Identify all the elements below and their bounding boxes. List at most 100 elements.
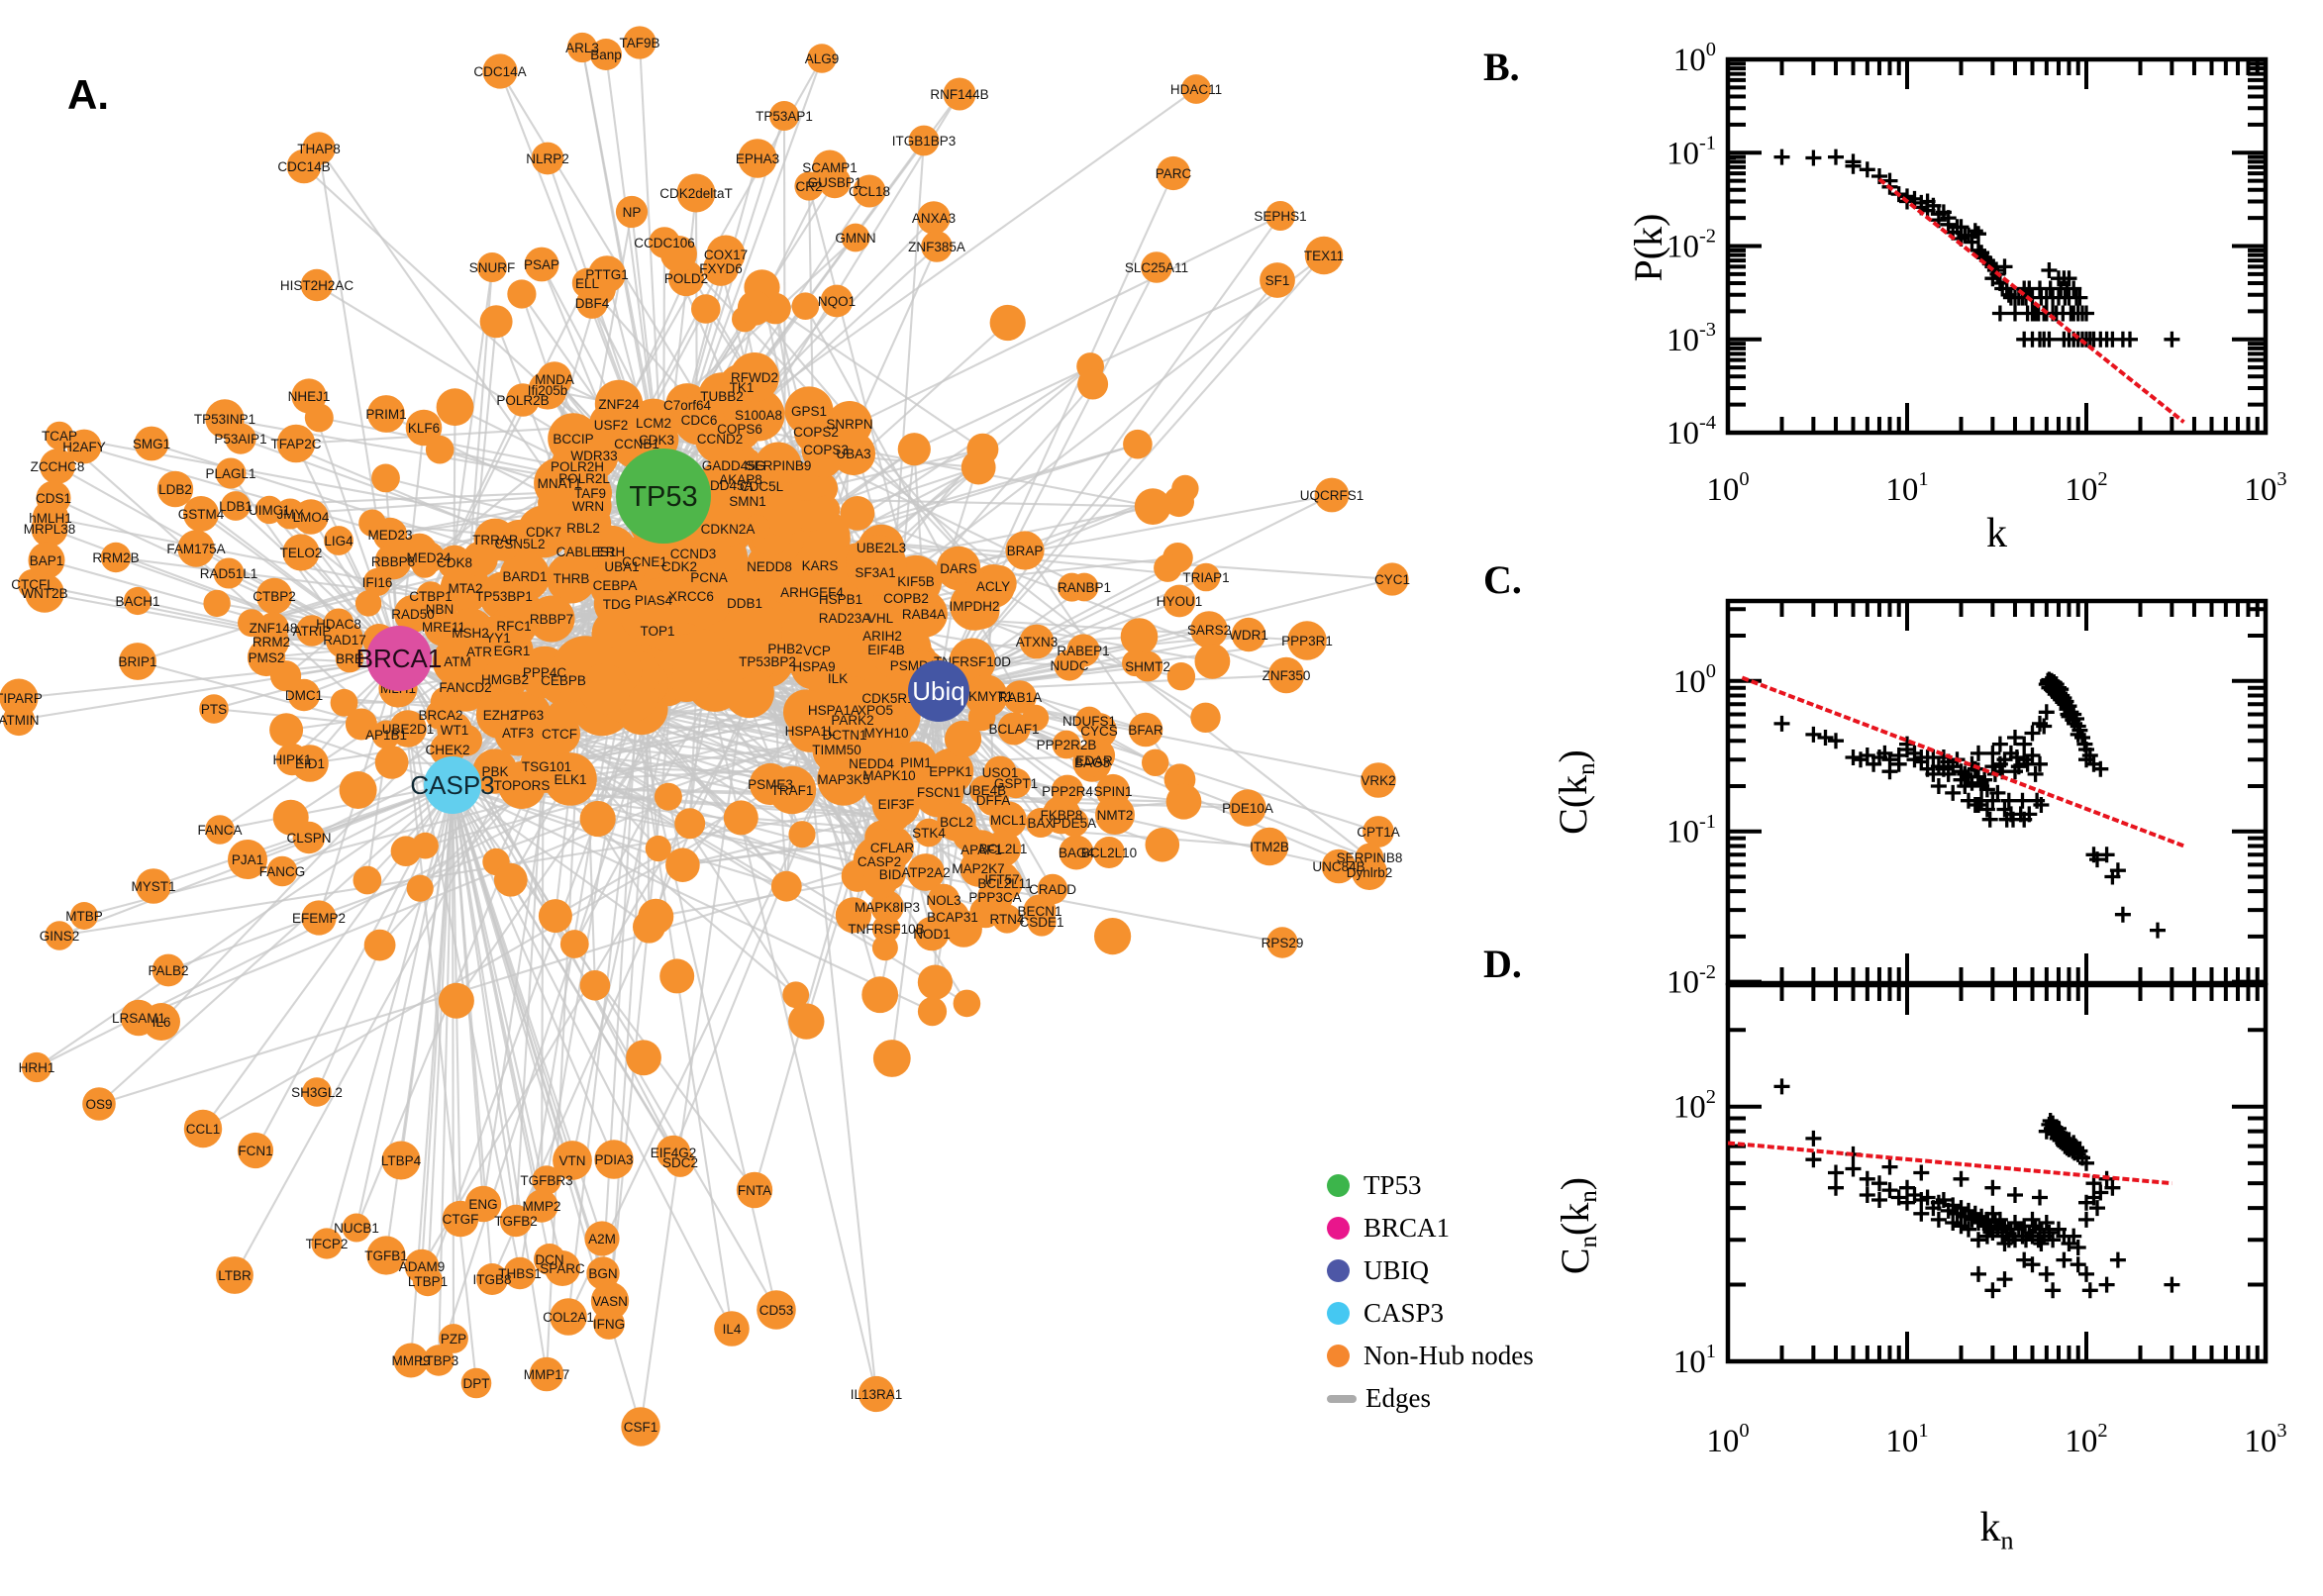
network-edge: [389, 502, 556, 537]
network-node-label: MYST1: [131, 879, 175, 894]
network-node: [755, 442, 802, 489]
network-node: [1081, 713, 1117, 748]
network-node: [1166, 662, 1196, 691]
node-color-swatch-icon: [1327, 1259, 1350, 1282]
network-node-label: BCAP31: [927, 910, 978, 925]
network-node-label: PKMYT1: [960, 689, 1013, 704]
network-node: [506, 383, 540, 417]
network-node-label: YY1: [485, 631, 511, 646]
network-node-label: HIPK1: [272, 752, 311, 767]
network-node-label: NUDC: [1051, 658, 1089, 673]
network-node: [714, 1311, 750, 1347]
network-node: [827, 676, 881, 731]
network-node: [736, 1171, 773, 1209]
y-tick-label: 102: [1673, 1086, 1716, 1126]
network-node: [1022, 704, 1050, 732]
network-node: [722, 600, 783, 660]
network-node: [558, 501, 592, 535]
network-node-label: MYH10: [863, 726, 908, 741]
network-node: [945, 910, 982, 948]
network-node: [877, 798, 911, 832]
network-node: [1287, 621, 1327, 660]
network-node-label: FSCN1: [917, 785, 960, 800]
network-node-label: S100A8: [735, 408, 782, 423]
network-node: [840, 496, 875, 531]
network-node-label: DBF4: [575, 296, 610, 311]
network-node-label: NUCB1: [334, 1221, 379, 1236]
network-node: [594, 1140, 634, 1179]
network-node-label: PBK: [481, 764, 508, 779]
network-node-label: HSPA9: [792, 659, 835, 674]
network-node: [710, 438, 743, 470]
hub-node-tp53: [616, 449, 711, 544]
network-node-label: RAB1A: [998, 690, 1042, 705]
network-node-label: TRAF1: [771, 783, 814, 798]
network-node: [436, 388, 474, 427]
y-tick-label: 100: [1673, 39, 1716, 78]
network-edge: [18, 656, 400, 700]
network-node-label: UBE4B: [962, 783, 1006, 798]
network-node-label: KLF6: [408, 421, 440, 436]
network-node-label: BCL2L10: [1081, 846, 1137, 860]
network-node-label: RAB4A: [902, 607, 946, 622]
network-node: [439, 1324, 468, 1353]
network-node: [156, 470, 194, 508]
network-node: [215, 457, 247, 489]
network-node: [917, 964, 954, 1000]
network-node-label: STK4: [912, 826, 946, 841]
network-node-label: CDK5R1: [861, 691, 914, 706]
network-node-label: RRM2: [252, 635, 290, 649]
network-node-label: LMO4: [293, 510, 330, 525]
network-node-label: GUSBP1: [808, 175, 862, 190]
network-node: [446, 657, 476, 688]
network-node-label: COPB2: [883, 591, 929, 606]
network-node-label: UNC84B: [1312, 859, 1364, 874]
network-edge: [451, 784, 455, 1340]
network-node-label: IFT57: [984, 872, 1019, 887]
x-tick-label: 102: [2065, 1420, 2107, 1459]
network-node-label: CCND3: [670, 547, 717, 561]
network-node-label: MNDA: [535, 372, 574, 387]
network-node-label: HMGB2: [481, 672, 529, 687]
network-node-label: TGFB2: [494, 1214, 538, 1229]
network-node-label: COPS6: [717, 422, 762, 437]
network-node-label: NOD1: [913, 927, 951, 942]
network-node: [621, 1407, 660, 1446]
network-node-label: WRN: [572, 499, 604, 514]
network-node-label: PPP4C: [523, 665, 567, 680]
network-node: [1267, 656, 1305, 694]
network-node: [276, 424, 316, 463]
network-node: [1154, 553, 1182, 582]
network-node: [907, 853, 945, 891]
network-node: [123, 586, 152, 616]
legend-label: Non-Hub nodes: [1364, 1341, 1534, 1370]
network-node: [862, 863, 898, 900]
network-node: [846, 535, 907, 596]
network-node: [143, 1003, 180, 1041]
hub-node-label: TP53: [629, 481, 697, 513]
network-node: [650, 575, 701, 627]
network-node-label: LIG4: [324, 534, 354, 549]
network-node-label: LTBP1: [408, 1274, 448, 1289]
network-node: [590, 39, 622, 70]
data-points: [1728, 149, 2180, 348]
network-node: [581, 271, 617, 306]
network-node: [45, 421, 74, 450]
network-node-label: SARS2: [1187, 623, 1231, 638]
network-node-label: MTA2: [448, 581, 482, 596]
network-node: [537, 612, 564, 640]
network-node-label: SNURF: [469, 260, 516, 275]
network-node-label: CYC1: [1374, 572, 1410, 587]
network-node-label: TFAP2C: [270, 437, 321, 451]
network-node-label: RAD23A: [819, 611, 871, 626]
network-edge: [398, 657, 576, 946]
network-node-label: PIAS4: [635, 593, 673, 608]
network-node-label: VHL: [867, 611, 894, 626]
network-node: [28, 542, 65, 579]
network-node-label: ALG9: [805, 51, 840, 66]
network-node: [371, 463, 400, 493]
network-node-label: BACH1: [115, 594, 159, 609]
network-node-label: MAP3K5: [817, 772, 869, 787]
network-node: [593, 1308, 625, 1340]
